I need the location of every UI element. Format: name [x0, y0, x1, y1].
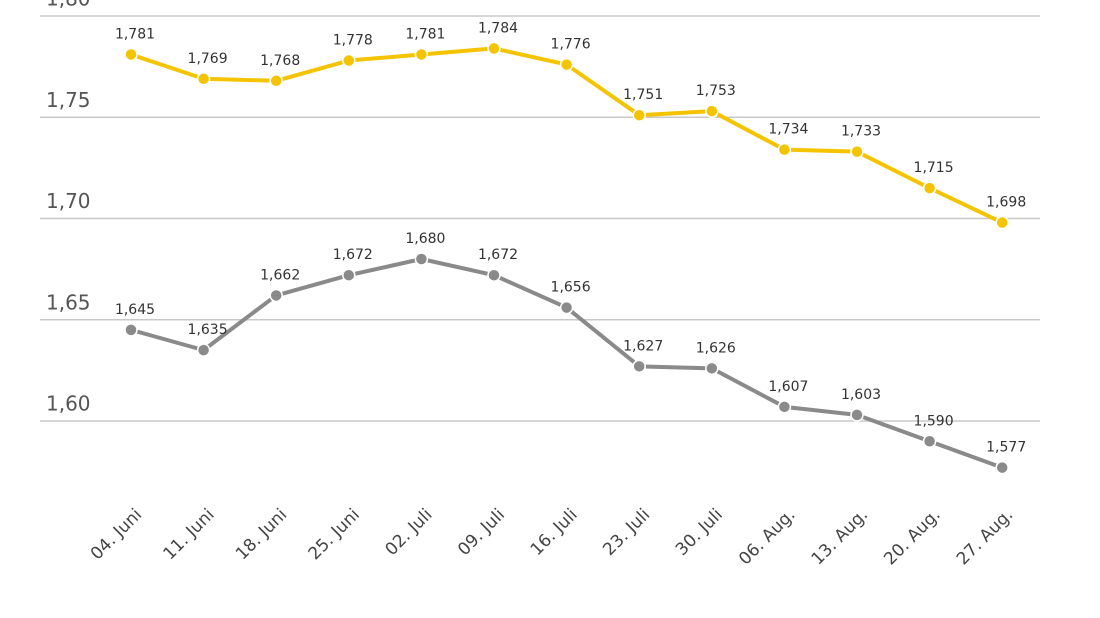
y-tick-label: 1,65 — [46, 290, 91, 314]
data-point — [414, 252, 429, 266]
data-point — [342, 53, 356, 68]
data-point — [414, 47, 429, 62]
data-point — [850, 144, 864, 159]
x-tick-label: 09. Juli — [454, 505, 509, 560]
data-label: 1,751 — [623, 87, 663, 103]
data-point — [922, 434, 937, 448]
y-tick-label: 1,70 — [46, 189, 91, 213]
data-label: 1,778 — [333, 33, 373, 49]
data-point — [705, 361, 719, 376]
data-label: 1,635 — [188, 322, 228, 338]
data-label: 1,698 — [986, 195, 1026, 211]
data-point — [922, 181, 937, 195]
data-point — [124, 47, 138, 62]
data-point — [995, 460, 1009, 475]
x-tick-label: 16. Juli — [527, 505, 582, 560]
data-point — [632, 359, 646, 374]
data-label: 1,768 — [260, 53, 300, 69]
data-label: 1,680 — [405, 231, 445, 247]
x-tick-label: 11. Juni — [159, 505, 218, 564]
y-tick-label: 1,75 — [46, 88, 91, 112]
data-point — [705, 104, 719, 118]
data-label: 1,776 — [551, 37, 591, 53]
data-label: 1,781 — [405, 26, 445, 42]
y-tick-label: 1,60 — [46, 392, 91, 416]
data-label: 1,645 — [115, 302, 155, 318]
data-point — [487, 41, 501, 56]
x-tick-label: 27. Aug. — [953, 505, 1017, 569]
data-point — [777, 400, 792, 414]
data-point — [342, 268, 356, 282]
x-tick-label: 04. Juni — [87, 505, 146, 564]
x-tick-label: 18. Juni — [232, 505, 291, 564]
data-label: 1,715 — [914, 160, 954, 176]
data-label: 1,607 — [768, 379, 808, 395]
data-point — [995, 215, 1009, 230]
x-tick-label: 06. Aug. — [735, 505, 799, 569]
data-point — [559, 300, 574, 315]
data-point — [196, 72, 211, 86]
data-label: 1,662 — [260, 267, 300, 283]
data-point — [269, 74, 283, 88]
y-tick-label: 1,80 — [46, 0, 91, 11]
data-label: 1,577 — [986, 440, 1026, 456]
data-label: 1,590 — [914, 413, 954, 429]
x-tick-label: 30. Juli — [672, 505, 727, 560]
x-tick-label: 23. Juli — [599, 505, 654, 560]
data-label: 1,734 — [768, 122, 808, 138]
data-label: 1,733 — [841, 124, 881, 140]
data-point — [196, 343, 211, 357]
data-label: 1,672 — [333, 247, 373, 263]
data-label: 1,753 — [696, 83, 736, 99]
x-tick-label: 25. Juni — [305, 505, 364, 564]
data-label: 1,769 — [188, 51, 228, 67]
x-tick-label: 13. Aug. — [808, 505, 872, 569]
x-tick-label: 20. Aug. — [880, 505, 944, 569]
data-point — [269, 288, 283, 303]
data-label: 1,656 — [551, 280, 591, 296]
data-point — [487, 268, 501, 282]
data-label: 1,784 — [478, 20, 518, 36]
data-point — [632, 108, 646, 122]
data-label: 1,626 — [696, 340, 736, 356]
data-label: 1,781 — [115, 26, 155, 42]
data-point — [850, 408, 864, 422]
data-point — [559, 57, 574, 72]
data-point — [124, 323, 138, 337]
data-point — [777, 142, 792, 157]
data-label: 1,627 — [623, 338, 663, 354]
data-label: 1,603 — [841, 387, 881, 403]
data-label: 1,672 — [478, 247, 518, 263]
x-tick-label: 02. Juli — [382, 505, 437, 560]
